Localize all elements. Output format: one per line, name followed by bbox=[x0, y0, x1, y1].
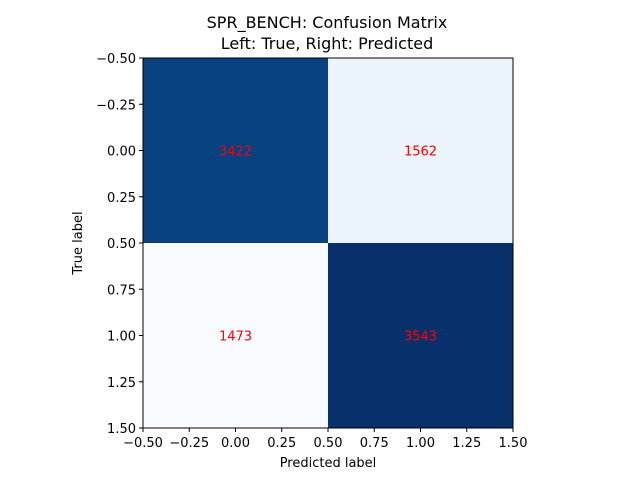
y-tick-label: −0.50 bbox=[96, 52, 136, 67]
x-tick-label: −0.50 bbox=[123, 436, 163, 451]
y-tick-label: 1.25 bbox=[107, 376, 136, 391]
x-axis-label: Predicted label bbox=[280, 456, 377, 471]
cell-value-0-0: 3422 bbox=[219, 145, 252, 160]
cell-annotations: 3422 1562 1473 3543 bbox=[219, 145, 437, 345]
heatmap-cell-1-1 bbox=[328, 243, 513, 428]
chart-subtitle: Left: True, Right: Predicted bbox=[221, 34, 433, 53]
heatmap-cells bbox=[143, 58, 513, 428]
x-tick-label: −0.25 bbox=[169, 436, 209, 451]
y-tick-label: 0.25 bbox=[107, 191, 136, 206]
cell-value-1-0: 1473 bbox=[219, 330, 252, 345]
cell-value-1-1: 3543 bbox=[404, 330, 437, 345]
y-axis-label: True label bbox=[71, 211, 86, 275]
chart-title: SPR_BENCH: Confusion Matrix bbox=[207, 13, 448, 33]
heatmap-cell-0-1 bbox=[328, 58, 513, 243]
y-axis-ticks: −0.50 −0.25 0.00 0.25 0.50 0.75 1.00 1.25 1.50 bbox=[96, 52, 143, 437]
heatmap-cell-0-0 bbox=[143, 58, 328, 243]
x-tick-label: 1.00 bbox=[406, 436, 435, 451]
cell-value-0-1: 1562 bbox=[404, 145, 437, 160]
x-tick-label: 1.50 bbox=[499, 436, 528, 451]
y-tick-label: 0.50 bbox=[107, 237, 136, 252]
x-tick-label: 0.25 bbox=[267, 436, 296, 451]
y-tick-label: 1.50 bbox=[107, 422, 136, 437]
y-tick-label: 1.00 bbox=[107, 330, 136, 345]
y-tick-label: 0.00 bbox=[107, 145, 136, 160]
y-tick-label: 0.75 bbox=[107, 283, 136, 298]
x-tick-label: 0.00 bbox=[221, 436, 250, 451]
x-tick-label: 1.25 bbox=[452, 436, 481, 451]
x-tick-label: 0.50 bbox=[314, 436, 343, 451]
x-tick-label: 0.75 bbox=[360, 436, 389, 451]
heatmap-cell-1-0 bbox=[143, 243, 328, 428]
x-axis-ticks: −0.50 −0.25 0.00 0.25 0.50 0.75 1.00 1.25 1.50 bbox=[123, 428, 527, 451]
y-tick-label: −0.25 bbox=[96, 98, 136, 113]
